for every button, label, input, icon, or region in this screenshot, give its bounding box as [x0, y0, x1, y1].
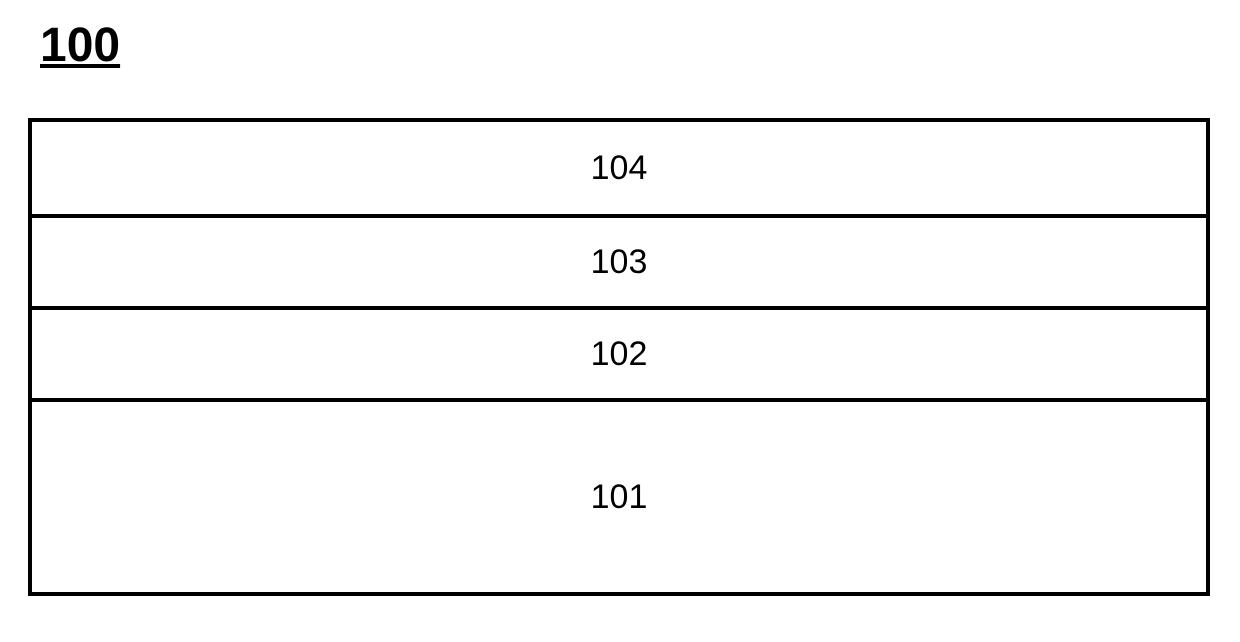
- stack-layer: 101: [32, 402, 1206, 592]
- stack-layer: 102: [32, 310, 1206, 402]
- figure-reference-label: 100: [40, 18, 120, 73]
- stack-layer-label: 104: [591, 149, 648, 188]
- figure-canvas: 100 104 103 102 101: [0, 0, 1240, 642]
- stack-layer: 104: [32, 122, 1206, 218]
- stack-layer-label: 101: [591, 478, 648, 517]
- layer-stack-diagram: 104 103 102 101: [28, 118, 1210, 596]
- stack-layer-label: 103: [591, 243, 648, 282]
- stack-layer: 103: [32, 218, 1206, 310]
- stack-layer-label: 102: [591, 335, 648, 374]
